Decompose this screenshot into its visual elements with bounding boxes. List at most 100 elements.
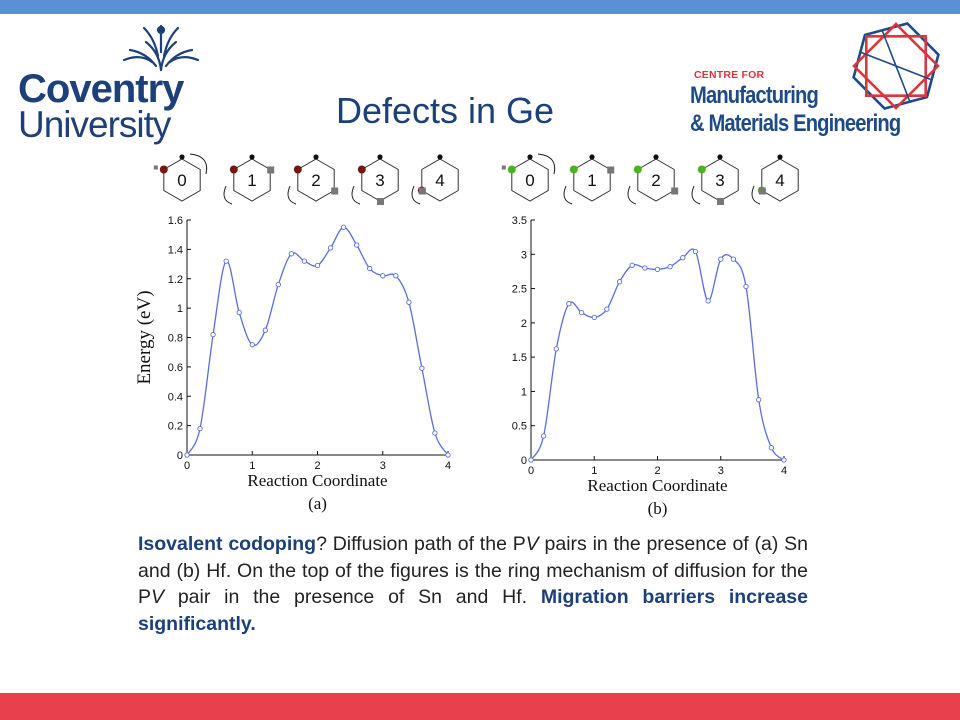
caption-bold-lead: Isovalent codoping <box>138 533 317 555</box>
data-point <box>680 255 686 261</box>
ring-diagram-a-0: 0 <box>153 153 208 202</box>
y-tick-label: 1.6 <box>168 215 183 227</box>
coventry-university-logo: Coventry University <box>18 22 200 145</box>
migration-arrow <box>537 153 556 175</box>
ge-atom-marker <box>437 154 443 160</box>
caption-part-3: pair in the presence of Sn and Hf. <box>164 586 541 608</box>
ring-index-label: 0 <box>177 171 186 190</box>
data-point <box>432 430 438 436</box>
data-point <box>756 397 762 403</box>
caption-italic-v-2: V <box>151 586 165 608</box>
top-accent-bar <box>0 0 960 14</box>
vacancy-marker <box>377 198 384 205</box>
y-axis-label: Energy (eV) <box>134 290 155 384</box>
data-point <box>301 258 308 264</box>
energy-plot-a: 0 0.2 0.4 0.6 0.8 1 1.2 1.4 1.6 0 1 2 3 4 Reaction Coo… <box>134 215 451 513</box>
vacancy-marker <box>418 187 426 195</box>
ge-atom-marker <box>653 154 659 160</box>
data-point <box>667 263 673 270</box>
ring-diagram-a-2: 2 <box>287 154 339 205</box>
y-tick-label: 0.6 <box>168 362 183 374</box>
data-point <box>604 306 610 312</box>
x-tick-label: 2 <box>654 465 660 477</box>
data-point <box>591 314 597 321</box>
caption-italic-v-1: V <box>525 533 539 555</box>
y-tick-label: 0 <box>521 455 527 467</box>
data-point <box>528 457 534 463</box>
panel-label: (a) <box>308 494 327 513</box>
panel-label: (b) <box>648 499 668 518</box>
vacancy-marker <box>607 166 615 174</box>
x-axis-label: Reaction Coordinate <box>587 476 727 495</box>
data-point <box>406 299 412 305</box>
ring-index-label: 4 <box>775 171 784 190</box>
data-point <box>654 266 661 273</box>
x-tick-label: 3 <box>380 460 386 472</box>
dopant-atom-marker <box>633 165 642 174</box>
x-tick-label: 1 <box>249 460 255 472</box>
y-tick-label: 1.2 <box>168 274 183 286</box>
energy-curve <box>530 248 785 461</box>
dopant-atom-marker <box>159 165 168 174</box>
data-point <box>629 262 635 268</box>
ring-diagram-b-2: 2 <box>627 154 679 205</box>
slide-title: Defects in Ge <box>335 90 555 131</box>
bottom-accent-bar <box>0 693 960 720</box>
vacancy-marker <box>267 166 275 174</box>
ge-atom-marker <box>249 154 255 160</box>
data-point <box>692 248 699 255</box>
data-point <box>705 298 711 304</box>
data-point <box>578 309 585 316</box>
data-point <box>327 245 334 251</box>
x-tick-label: 4 <box>781 465 787 477</box>
vacancy-marker <box>717 198 724 205</box>
y-tick-label: 2.5 <box>512 284 527 296</box>
data-point <box>288 251 295 257</box>
migration-arrow <box>751 185 761 205</box>
data-point <box>553 346 559 352</box>
x-tick-label: 0 <box>528 465 534 477</box>
ge-atom-marker <box>589 154 595 160</box>
data-point <box>197 425 203 432</box>
ring-hexagon <box>421 158 459 202</box>
data-point <box>236 309 242 316</box>
data-point <box>223 258 229 264</box>
data-point <box>262 327 268 333</box>
y-tick-label: 1 <box>177 303 183 315</box>
dopant-atom-marker <box>569 165 578 174</box>
caption-part-1: ? Diffusion path of the P <box>316 533 526 555</box>
vacancy-marker <box>671 187 679 195</box>
ring-index-label: 3 <box>375 171 384 190</box>
caption-text: Isovalent codoping? Diffusion path of th… <box>138 531 808 637</box>
data-point <box>340 224 347 230</box>
ring-index-label: 2 <box>651 171 660 190</box>
ring-index-label: 1 <box>587 171 596 190</box>
ring-diagram-b-3: 3 <box>691 154 739 205</box>
migration-arrow <box>411 185 421 205</box>
x-tick-label: 2 <box>314 460 320 472</box>
ring-index-label: 3 <box>715 171 724 190</box>
ge-atom-marker <box>179 154 185 160</box>
migration-arrow <box>351 185 361 205</box>
x-axis-label: Reaction Coordinate <box>247 471 387 490</box>
x-tick-label: 3 <box>718 465 724 477</box>
ring-diagram-a-3: 3 <box>351 154 399 205</box>
vacancy-marker <box>758 187 766 195</box>
data-point <box>210 331 216 338</box>
dopant-atom-marker <box>229 165 238 174</box>
vacancy-marker <box>331 187 339 195</box>
dopant-atom-marker <box>293 165 302 174</box>
p-atom-marker <box>501 165 506 170</box>
ring-index-label: 2 <box>311 171 320 190</box>
migration-arrow <box>223 185 233 205</box>
energy-figure: 0 1 2 3 4 0 1 2 3 4 0 0.2 0.4 0.6 0.8 1 1.2 1.4 1.6 0 1 2 3 4 Re… <box>134 153 799 518</box>
y-tick-label: 3 <box>521 249 527 261</box>
phoenix-icon <box>122 24 200 72</box>
ring-diagram-a-1: 1 <box>223 154 275 205</box>
dopant-atom-marker <box>357 165 366 174</box>
data-point <box>354 242 360 248</box>
data-point <box>730 256 737 262</box>
y-tick-label: 0 <box>177 450 183 462</box>
data-point <box>540 433 547 439</box>
data-point <box>249 342 255 348</box>
